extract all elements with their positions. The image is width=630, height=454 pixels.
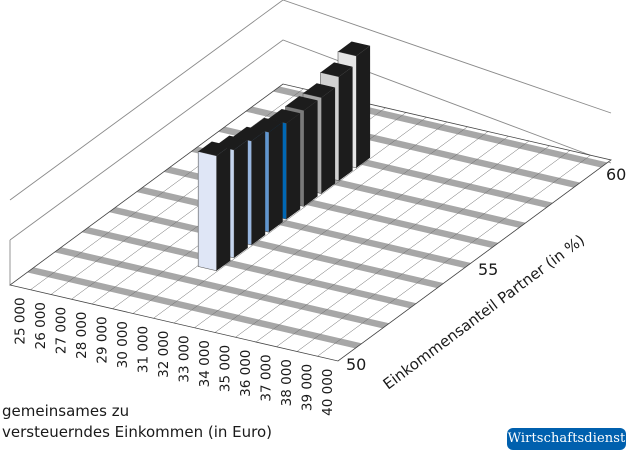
x-tick-label: 35 000 (217, 345, 233, 392)
x-tick-label: 36 000 (238, 350, 254, 397)
x-tick-label: 32 000 (156, 331, 172, 378)
x-tick-label: 27 000 (53, 307, 69, 354)
bar (197, 141, 231, 272)
y-tick-label: 50 (346, 355, 366, 374)
x-tick-label: 34 000 (197, 340, 213, 387)
chart-bars (197, 41, 371, 272)
x-tick-label: 31 000 (135, 326, 151, 373)
x-axis-title-line2: versteuerndes Einkommen (in Euro) (2, 423, 273, 441)
x-tick-label: 26 000 (33, 302, 49, 349)
x-tick-label: 30 000 (115, 321, 131, 368)
y-axis-ticks: 50 55 60 (346, 165, 626, 374)
x-tick-label: 28 000 (74, 312, 90, 359)
x-axis-title: gemeinsames zu versteuerndes Einkommen (… (2, 401, 272, 443)
y-tick-label: 60 (606, 165, 626, 184)
wirtschaftsdienst-logo-badge: Wirtschaftsdienst (507, 428, 626, 450)
chart-walls (9, 0, 612, 285)
x-axis-title-line1: gemeinsames zu (2, 402, 130, 420)
x-tick-label: 25 000 (12, 297, 28, 344)
x-tick-label: 38 000 (279, 359, 295, 406)
x-tick-label: 40 000 (320, 369, 336, 416)
x-tick-label: 37 000 (258, 354, 274, 401)
x-tick-label: 33 000 (176, 335, 192, 382)
x-axis-ticks: 25 000 26 000 27 000 28 000 29 000 30 000 31 0… (12, 297, 336, 416)
x-tick-label: 39 000 (299, 364, 315, 411)
x-tick-label: 29 000 (94, 316, 110, 363)
y-tick-label: 55 (478, 260, 498, 279)
